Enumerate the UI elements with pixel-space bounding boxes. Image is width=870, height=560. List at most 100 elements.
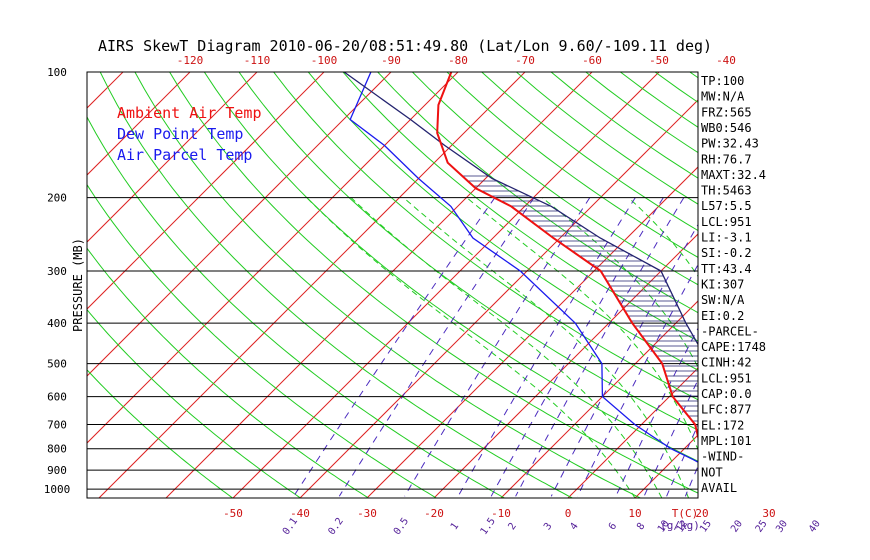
pressure-tick-label: 100: [47, 66, 67, 79]
dry-adiabat-line: [87, 247, 369, 498]
mixing-ratio-line: [785, 198, 870, 497]
dry-adiabat-line: [654, 72, 698, 103]
index-label: SI:-0.2: [701, 246, 752, 260]
legend-entry: Dew Point Temp: [117, 125, 243, 143]
mixing-ratio-tick-label: 4: [568, 521, 580, 532]
dry-adiabat-line: [481, 72, 698, 232]
mixing-ratio-tick-label: 0.2: [327, 516, 346, 537]
pressure-tick-label: 1000: [44, 483, 71, 496]
dry-adiabat-line: [87, 115, 505, 498]
index-label: TP:100: [701, 74, 744, 88]
mixing-ratio-tick-label: 0.5: [392, 516, 411, 537]
pressure-tick-label: 800: [47, 443, 67, 456]
dry-adiabat-line: [794, 72, 870, 498]
mixing-ratio-line: [338, 197, 535, 497]
bottom-temp-tick-label: -50: [223, 507, 243, 520]
top-temp-tick-label: -90: [381, 54, 401, 67]
top-temp-tick-label: -40: [716, 54, 736, 67]
legend-entry: Ambient Air Temp: [117, 104, 262, 122]
y-axis-label: PRESSURE (MB): [71, 238, 85, 332]
bottom-temp-tick-label: -30: [357, 507, 377, 520]
pressure-tick-label: 300: [47, 265, 67, 278]
isotherm-line: [87, 72, 258, 243]
isotherm-line: [232, 72, 660, 498]
pressure-tick-label: 700: [47, 419, 67, 432]
dry-adiabat-line: [273, 72, 698, 401]
isotherm-line: [0, 72, 56, 498]
index-label: NOT: [701, 465, 723, 479]
bottom-temp-tick-label: 10: [628, 507, 641, 520]
index-label: LI:-3.1: [701, 231, 752, 245]
isotherm-line: [98, 72, 526, 498]
dry-adiabat-line: [516, 72, 698, 205]
index-label: PW:32.43: [701, 137, 759, 151]
pressure-tick-label: 600: [47, 391, 67, 404]
index-label: FRZ:565: [701, 105, 752, 119]
top-temp-tick-label: -60: [582, 54, 602, 67]
mixing-ratio-tick-label: 3: [542, 521, 554, 532]
mixing-ratio-line: [550, 223, 698, 497]
mixing-ratio-tick-label: 2: [506, 521, 518, 532]
legend-entry: Air Parcel Temp: [117, 146, 252, 164]
index-label: RH:76.7: [701, 152, 752, 166]
index-label: TH:5463: [701, 184, 752, 198]
dry-adiabat-line: [169, 72, 698, 494]
index-label: -WIND-: [701, 450, 744, 464]
mixing-ratio-line: [764, 198, 870, 497]
index-label: -PARCEL-: [701, 324, 759, 338]
moist-adiabat-line: [306, 197, 636, 498]
isotherm-line: [836, 72, 870, 498]
mixing-ratio-tick-label: 20: [729, 518, 745, 534]
index-label: MW:N/A: [701, 90, 745, 104]
pressure-tick-label: 400: [47, 317, 67, 330]
dry-adiabat-line: [134, 72, 641, 498]
index-label: EL:172: [701, 418, 744, 432]
mixing-ratio-tick-label: 1: [449, 521, 461, 532]
isotherm-line: [366, 166, 698, 498]
index-label: L57:5.5: [701, 199, 752, 213]
index-label: CINH:42: [701, 356, 752, 370]
dry-adiabat-line: [203, 72, 698, 462]
bottom-temp-tick-label: 0: [565, 507, 572, 520]
chart-title: AIRS SkewT Diagram 2010-06-20/08:51:49.8…: [98, 37, 712, 55]
isotherm-line: [87, 72, 191, 176]
plot-frame: [86, 71, 699, 499]
dry-adiabat-line: [99, 72, 573, 498]
mixing-ratio-unit: (g/kg): [660, 519, 700, 532]
dry-adiabat-line: [238, 72, 698, 431]
index-label: KI:307: [701, 277, 744, 291]
top-temp-tick-label: -110: [244, 54, 271, 67]
dry-adiabat-line: [87, 369, 233, 498]
bottom-temp-tick-label: -20: [424, 507, 444, 520]
isotherm-line: [299, 99, 698, 498]
moist-adiabat-line: [350, 197, 663, 498]
mixing-ratio-line: [404, 197, 591, 497]
index-label: LFC:877: [701, 403, 752, 417]
ambient-temp-profile: [436, 72, 698, 441]
dry-adiabat-line: [307, 72, 698, 371]
top-temp-tick-label: -120: [177, 54, 204, 67]
mixing-ratio-line: [293, 197, 496, 497]
mixing-ratio-line: [577, 263, 698, 497]
pressure-tick-label: 200: [47, 192, 67, 205]
mixing-ratio-tick-label: 30: [774, 518, 790, 534]
index-label: AVAIL: [701, 481, 737, 495]
isotherm-line: [769, 72, 870, 498]
top-temp-tick-label: -70: [515, 54, 535, 67]
top-temp-tick-label: -50: [649, 54, 669, 67]
dry-adiabat-line: [87, 183, 437, 498]
top-temp-tick-label: -80: [448, 54, 468, 67]
isotherm-line: [500, 300, 698, 498]
dry-adiabat-line: [342, 72, 698, 342]
pressure-tick-label: 500: [47, 358, 67, 371]
index-label: CAP:0.0: [701, 387, 752, 401]
mixing-ratio-tick-label: 8: [635, 521, 647, 532]
mixing-ratio-tick-label: 6: [607, 521, 619, 532]
index-label: EI:0.2: [701, 309, 744, 323]
dry-adiabat-line: [87, 308, 301, 498]
mixing-ratio-line: [490, 197, 664, 497]
bottom-temp-tick-label: 30: [762, 507, 775, 520]
index-label: MPL:101: [701, 434, 752, 448]
isotherm-line: [433, 233, 698, 498]
